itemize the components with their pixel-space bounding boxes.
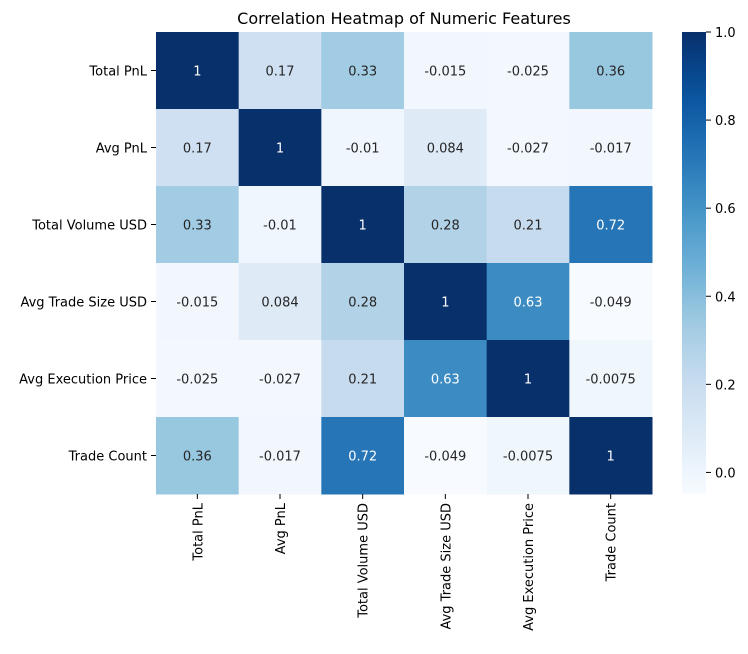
cell-value-label: 0.36 — [183, 450, 212, 465]
heatmap-cell — [569, 186, 653, 264]
heatmap-cell — [321, 340, 405, 418]
y-axis: Total PnL Avg PnL Total Volume USD Avg Trad… — [19, 65, 156, 465]
x-tick-label: Trade Count — [605, 503, 620, 582]
cell-value-label: 0.36 — [596, 65, 625, 80]
cell-value-label: -0.017 — [259, 450, 301, 465]
y-tick-label: Total Volume USD — [31, 219, 147, 234]
cell-value-label: -0.015 — [424, 65, 466, 80]
x-tick-label: Total PnL — [191, 502, 206, 561]
cell-value-label: 0.72 — [596, 219, 625, 234]
heatmap-cell — [569, 263, 653, 341]
cell-value-label: -0.025 — [176, 373, 218, 388]
y-tick-label: Avg PnL — [96, 142, 148, 157]
cell-value-label: -0.049 — [424, 450, 466, 465]
heatmap-cell — [404, 32, 488, 110]
heatmap-cell — [321, 417, 405, 495]
cell-value-label: 0.63 — [514, 296, 543, 311]
heatmap-cells — [156, 32, 653, 495]
heatmap-cell — [569, 109, 653, 187]
cell-value-label: 0.084 — [261, 296, 298, 311]
heatmap-cell — [321, 263, 405, 341]
x-tick-label: Avg Trade Size USD — [439, 503, 454, 630]
cell-value-label: 0.28 — [431, 219, 460, 234]
colorbar-tick-label: 0.4 — [715, 290, 736, 305]
cell-value-label: -0.015 — [176, 296, 218, 311]
cell-value-label: 1 — [441, 296, 449, 311]
y-tick-label: Trade Count — [68, 450, 147, 465]
cell-value-label: 0.63 — [431, 373, 460, 388]
cell-value-label: -0.01 — [263, 219, 297, 234]
heatmap-cell — [321, 32, 405, 110]
heatmap-cell — [486, 32, 570, 110]
heatmap-cell — [404, 186, 488, 264]
x-tick-label: Avg Execution Price — [522, 503, 537, 631]
heatmap-cell — [486, 186, 570, 264]
x-tick-label: Total Volume USD — [357, 503, 372, 619]
heatmap-cell — [156, 186, 240, 264]
y-tick-label: Avg Execution Price — [19, 373, 147, 388]
heatmap-cell — [404, 263, 488, 341]
heatmap-cell — [569, 417, 653, 495]
cell-value-label: -0.017 — [590, 142, 632, 157]
heatmap-cell — [238, 417, 322, 495]
cell-value-label: 0.17 — [266, 65, 295, 80]
cell-value-label: 0.28 — [348, 296, 377, 311]
cell-value-label: 0.21 — [348, 373, 377, 388]
colorbar-tick-label: 0.8 — [715, 114, 736, 129]
heatmap-cell — [486, 109, 570, 187]
heatmap-cell — [404, 340, 488, 418]
heatmap-cell — [569, 32, 653, 110]
cell-value-label: 0.72 — [348, 450, 377, 465]
cell-value-label: -0.025 — [507, 65, 549, 80]
cell-value-label: 0.084 — [427, 142, 464, 157]
heatmap-cell — [156, 417, 240, 495]
cell-value-label: -0.0075 — [503, 450, 553, 465]
cell-value-label: 0.33 — [183, 219, 212, 234]
cell-value-label: -0.027 — [507, 142, 549, 157]
cell-value-label: 0.33 — [348, 65, 377, 80]
cell-value-label: 1 — [276, 142, 284, 157]
heatmap-cell — [321, 109, 405, 187]
cell-value-label: 0.21 — [514, 219, 543, 234]
cell-value-label: 1 — [193, 65, 201, 80]
y-tick-label: Total PnL — [88, 65, 147, 80]
heatmap-cell — [404, 109, 488, 187]
heatmap-cell — [321, 186, 405, 264]
cell-value-label: 1 — [359, 219, 367, 234]
x-axis: Total PnL Avg PnL Total Volume USD Avg Trad… — [191, 494, 620, 631]
heatmap-cell — [238, 263, 322, 341]
heatmap-cell — [238, 186, 322, 264]
heatmap-cell — [486, 340, 570, 418]
cell-value-label: -0.049 — [590, 296, 632, 311]
heatmap-cell — [238, 109, 322, 187]
y-tick-label: Avg Trade Size USD — [20, 296, 147, 311]
chart-title: Correlation Heatmap of Numeric Features — [237, 9, 571, 28]
cell-value-label: -0.027 — [259, 373, 301, 388]
colorbar-gradient — [682, 32, 706, 494]
cell-value-label: 1 — [524, 373, 532, 388]
heatmap-cell — [156, 340, 240, 418]
heatmap-cell — [156, 263, 240, 341]
colorbar: 0.0 0.2 0.4 0.6 0.8 1.0 — [682, 26, 736, 494]
colorbar-tick-label: 1.0 — [715, 26, 736, 41]
cell-value-label: 0.17 — [183, 142, 212, 157]
colorbar-tick-label: 0.0 — [715, 466, 736, 481]
heatmap-cell — [156, 32, 240, 110]
cell-value-label: -0.01 — [346, 142, 380, 157]
colorbar-tick-label: 0.6 — [715, 202, 736, 217]
cell-value-label: 1 — [607, 450, 615, 465]
colorbar-tick-label: 0.2 — [715, 378, 736, 393]
heatmap-cell — [404, 417, 488, 495]
heatmap-cell — [569, 340, 653, 418]
heatmap-cell — [238, 340, 322, 418]
heatmap-cell — [486, 417, 570, 495]
cell-annotations: 1 0.17 0.33 -0.015 -0.025 0.36 0.17 1 -0.01 0.084… — [176, 65, 635, 465]
x-tick-label: Avg PnL — [274, 502, 289, 554]
heatmap-cell — [156, 109, 240, 187]
cell-value-label: -0.0075 — [586, 373, 636, 388]
heatmap-cell — [238, 32, 322, 110]
heatmap-cell — [486, 263, 570, 341]
